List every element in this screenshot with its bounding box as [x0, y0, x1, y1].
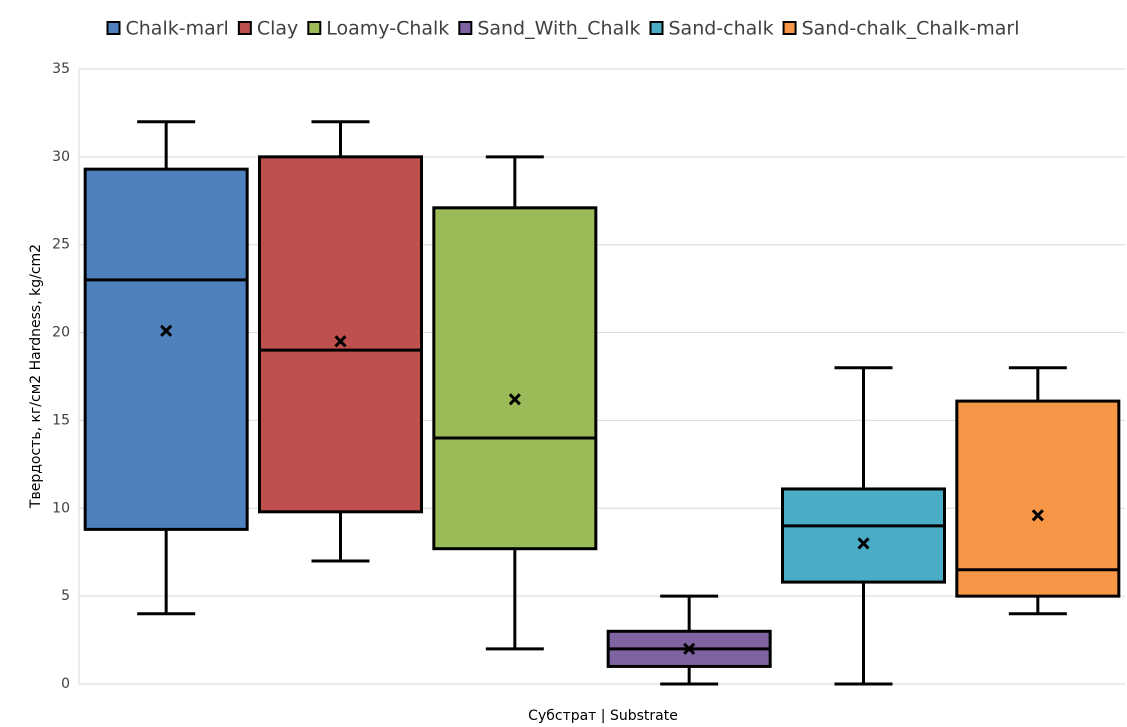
y-axis-ticks: 0 5 10 15 20 25 30 35: [52, 61, 70, 692]
mean-marker: [857, 537, 870, 550]
legend-item-sand-chalk-chalk-marl: Sand-chalk_Chalk-marl: [782, 18, 1020, 40]
y-tick-label: 10: [52, 500, 70, 516]
mean-marker: [1031, 509, 1044, 522]
iqr-box: [432, 206, 598, 551]
mean-marker: [160, 324, 173, 337]
legend-swatch: [782, 21, 797, 35]
iqr-box: [83, 167, 249, 531]
box-chalk-marl: [83, 120, 249, 616]
legend-item-sand-chalk: Sand-chalk: [649, 18, 774, 40]
mean-marker: [508, 393, 521, 406]
legend-swatch: [307, 21, 322, 35]
iqr-box: [258, 155, 423, 514]
mean-marker: [683, 642, 696, 655]
mean-marker: [334, 335, 347, 348]
box-loamy-chalk: [432, 155, 598, 651]
legend-label: Sand_With_Chalk: [477, 18, 640, 40]
box-sand-chalk: [781, 366, 946, 686]
legend-item-clay: Clay: [237, 18, 298, 40]
legend-swatch: [237, 21, 252, 35]
legend-label: Clay: [257, 18, 298, 40]
legend-label: Sand-chalk_Chalk-marl: [802, 18, 1020, 40]
y-tick-label: 5: [61, 588, 70, 604]
legend-item-chalk-marl: Chalk-marl: [106, 18, 229, 40]
y-tick-label: 20: [52, 325, 70, 341]
legend-item-loamy-chalk: Loamy-Chalk: [307, 18, 449, 40]
legend: Chalk-marl Clay Loamy-Chalk Sand_With_Chalk…: [106, 18, 1020, 40]
legend-item-sand-with-chalk: Sand_With_Chalk: [458, 18, 641, 40]
y-tick-label: 35: [52, 61, 70, 77]
legend-label: Sand-chalk: [669, 18, 774, 40]
y-tick-label: 0: [61, 676, 70, 692]
box-sand-with-chalk: [606, 594, 772, 686]
iqr-box: [955, 399, 1121, 598]
y-axis-label: Твердость, кг/см2 Hardness, kg/cm2: [28, 244, 44, 509]
legend-swatch: [106, 21, 121, 35]
legend-label: Loamy-Chalk: [326, 18, 449, 40]
y-tick-label: 30: [52, 149, 70, 165]
legend-swatch: [458, 21, 473, 35]
box-sand-chalk-chalk-marl: [955, 366, 1121, 616]
y-tick-label: 15: [52, 412, 70, 428]
iqr-box: [781, 487, 946, 584]
x-axis-label: Субстрат | Substrate: [528, 708, 678, 724]
gridlines: [79, 68, 1125, 685]
box-clay: [258, 120, 423, 563]
y-tick-label: 25: [52, 237, 70, 253]
legend-label: Chalk-marl: [126, 18, 229, 40]
legend-swatch: [649, 21, 664, 35]
box-series: [83, 120, 1121, 686]
